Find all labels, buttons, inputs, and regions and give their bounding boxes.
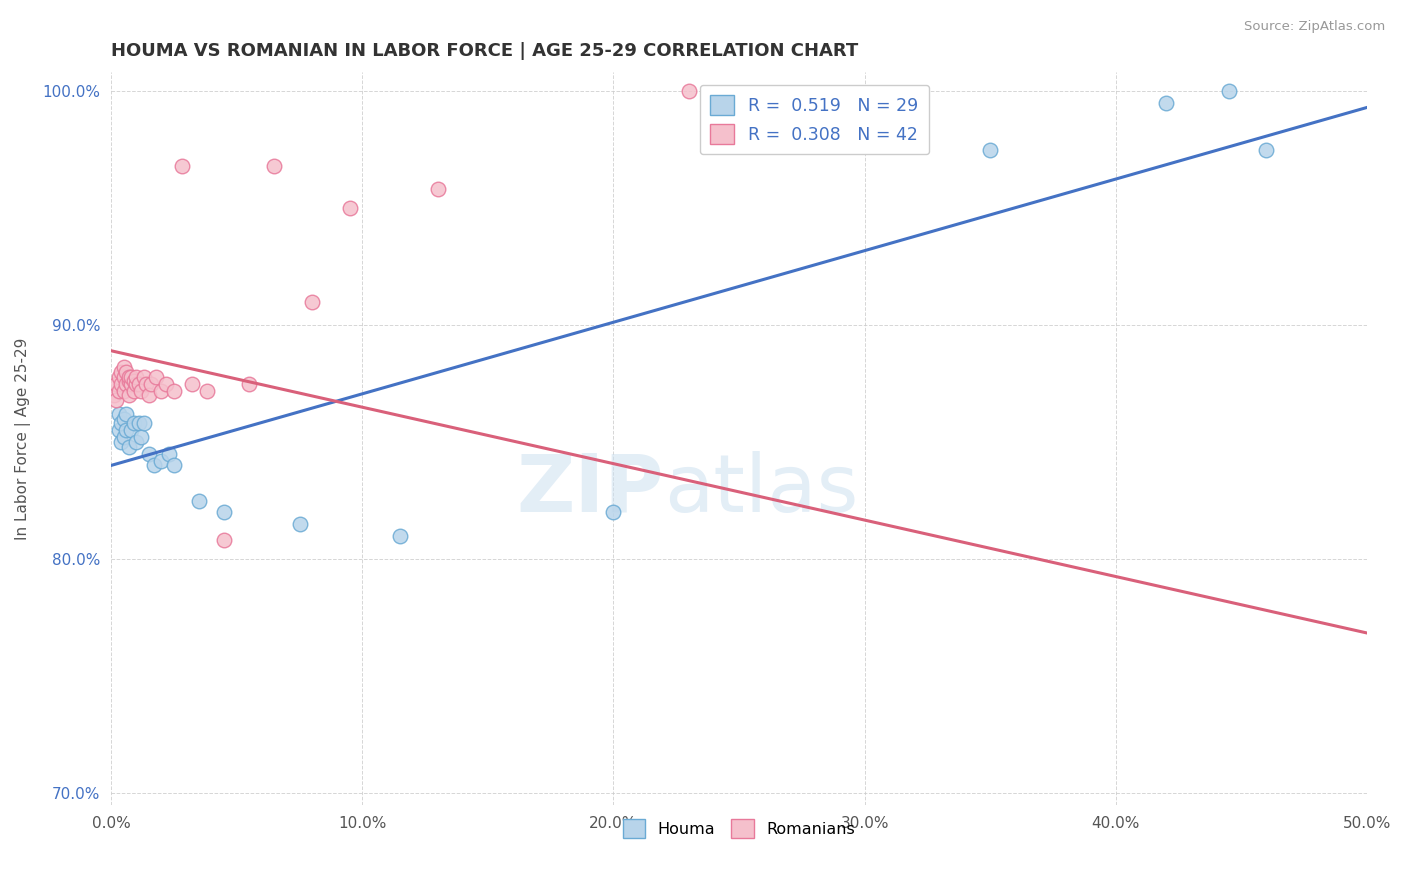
- Point: [103, 388, 125, 402]
- Point: [678, 84, 700, 98]
- Point: [120, 423, 142, 437]
- Point: [112, 411, 135, 425]
- Point: [112, 360, 135, 375]
- Point: [107, 369, 129, 384]
- Text: atlas: atlas: [664, 450, 858, 529]
- Point: [118, 374, 141, 388]
- Point: [122, 384, 145, 398]
- Point: [131, 384, 153, 398]
- Point: [125, 369, 148, 384]
- Text: Source: ZipAtlas.com: Source: ZipAtlas.com: [1244, 20, 1385, 33]
- Point: [118, 440, 141, 454]
- Point: [115, 407, 138, 421]
- Point: [238, 376, 260, 391]
- Point: [1218, 84, 1240, 98]
- Point: [157, 447, 180, 461]
- Point: [979, 143, 1001, 157]
- Point: [1154, 95, 1177, 110]
- Point: [125, 435, 148, 450]
- Point: [110, 417, 132, 431]
- Point: [107, 423, 129, 437]
- Point: [122, 374, 145, 388]
- Text: HOUMA VS ROMANIAN IN LABOR FORCE | AGE 25-29 CORRELATION CHART: HOUMA VS ROMANIAN IN LABOR FORCE | AGE 2…: [111, 42, 859, 60]
- Point: [163, 458, 186, 473]
- Point: [112, 369, 135, 384]
- Point: [128, 417, 150, 431]
- Point: [132, 369, 155, 384]
- Point: [112, 430, 135, 444]
- Point: [141, 376, 163, 391]
- Point: [115, 423, 138, 437]
- Point: [180, 376, 202, 391]
- Point: [339, 201, 361, 215]
- Point: [263, 159, 285, 173]
- Point: [132, 417, 155, 431]
- Point: [163, 384, 186, 398]
- Point: [142, 458, 165, 473]
- Point: [288, 516, 311, 531]
- Point: [120, 376, 142, 391]
- Point: [110, 365, 132, 379]
- Point: [110, 376, 132, 391]
- Point: [122, 417, 145, 431]
- Point: [107, 407, 129, 421]
- Point: [389, 528, 412, 542]
- Point: [128, 376, 150, 391]
- Point: [155, 376, 177, 391]
- Point: [188, 493, 211, 508]
- Point: [1256, 143, 1278, 157]
- Point: [115, 365, 138, 379]
- Point: [120, 369, 142, 384]
- Point: [110, 435, 132, 450]
- Y-axis label: In Labor Force | Age 25-29: In Labor Force | Age 25-29: [15, 337, 31, 540]
- Point: [426, 182, 449, 196]
- Point: [301, 294, 323, 309]
- Point: [115, 376, 138, 391]
- Point: [212, 533, 235, 548]
- Text: ZIP: ZIP: [516, 450, 664, 529]
- Point: [118, 369, 141, 384]
- Point: [112, 384, 135, 398]
- Legend: Houma, Romanians: Houma, Romanians: [616, 813, 862, 844]
- Point: [170, 159, 193, 173]
- Point: [602, 505, 624, 519]
- Point: [195, 384, 218, 398]
- Point: [150, 384, 173, 398]
- Point: [150, 454, 173, 468]
- Point: [105, 376, 128, 391]
- Point: [107, 384, 129, 398]
- Point: [118, 388, 141, 402]
- Point: [105, 392, 128, 407]
- Point: [125, 376, 148, 391]
- Point: [138, 388, 160, 402]
- Point: [145, 369, 167, 384]
- Point: [212, 505, 235, 519]
- Point: [135, 376, 157, 391]
- Point: [131, 430, 153, 444]
- Point: [138, 447, 160, 461]
